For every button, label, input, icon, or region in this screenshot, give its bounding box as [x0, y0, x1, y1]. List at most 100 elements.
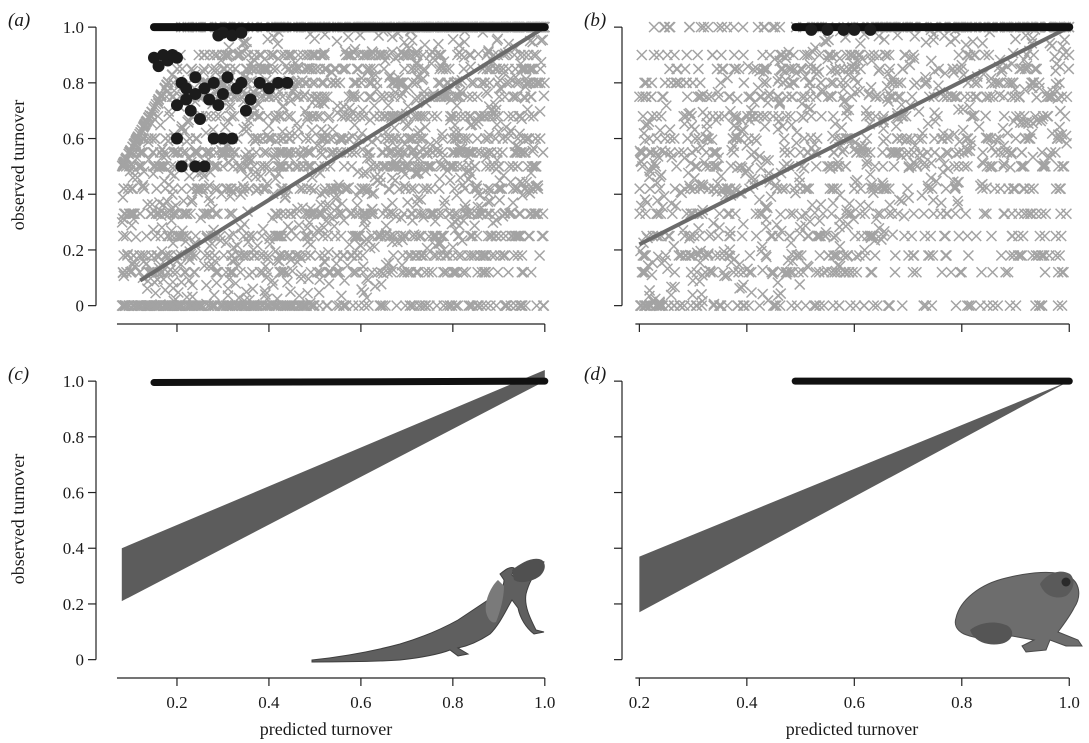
null-marker — [949, 33, 961, 45]
null-marker — [1050, 183, 1062, 195]
null-marker — [143, 153, 155, 165]
null-marker — [981, 300, 993, 312]
null-marker — [713, 300, 725, 312]
null-marker — [482, 183, 494, 195]
null-marker — [298, 91, 310, 103]
null-marker — [141, 283, 153, 295]
null-marker — [496, 183, 508, 195]
null-marker — [431, 300, 443, 312]
null-marker — [826, 183, 838, 195]
null-marker — [455, 249, 467, 262]
null-marker — [176, 208, 188, 220]
null-marker — [1052, 129, 1064, 141]
null-marker — [465, 249, 478, 262]
null-marker — [784, 208, 796, 220]
null-marker — [238, 123, 250, 135]
null-marker — [917, 127, 929, 139]
null-marker — [336, 110, 348, 122]
null-marker — [877, 230, 889, 242]
null-marker — [135, 300, 147, 312]
null-marker — [945, 91, 957, 103]
null-marker — [301, 300, 313, 312]
null-marker — [490, 230, 503, 242]
null-marker — [482, 46, 494, 58]
null-marker — [727, 133, 739, 145]
null-marker — [466, 91, 478, 103]
null-marker — [383, 183, 395, 195]
null-marker — [701, 133, 713, 145]
null-marker — [513, 230, 525, 242]
null-marker — [164, 110, 176, 122]
null-marker — [825, 77, 837, 89]
null-marker — [302, 145, 314, 157]
null-marker — [277, 100, 289, 112]
null-marker — [522, 49, 534, 61]
null-marker — [486, 230, 498, 242]
null-marker — [306, 124, 318, 136]
null-marker — [700, 146, 712, 158]
null-marker — [471, 230, 483, 242]
null-marker — [773, 230, 785, 242]
null-marker — [863, 89, 875, 101]
null-marker — [902, 249, 915, 262]
null-marker — [788, 77, 800, 89]
null-marker — [297, 183, 309, 195]
null-marker — [494, 194, 506, 206]
null-marker — [791, 126, 803, 138]
null-marker — [190, 300, 202, 312]
null-marker — [304, 249, 316, 262]
null-marker — [849, 72, 861, 84]
null-marker — [953, 49, 965, 61]
null-marker — [827, 197, 839, 209]
null-marker — [268, 300, 280, 312]
null-marker — [515, 230, 527, 242]
null-marker — [684, 107, 696, 119]
null-marker — [685, 266, 697, 278]
null-marker — [854, 37, 866, 50]
null-marker — [160, 91, 173, 103]
null-marker — [787, 49, 800, 61]
null-marker — [518, 91, 530, 103]
null-marker — [724, 91, 736, 103]
null-marker — [1035, 249, 1048, 262]
null-marker — [259, 285, 271, 297]
null-marker — [704, 160, 716, 172]
null-marker — [918, 208, 930, 220]
null-marker — [997, 122, 1009, 134]
null-marker — [264, 165, 276, 177]
null-marker — [679, 63, 691, 75]
null-marker — [436, 208, 448, 220]
null-marker — [1021, 63, 1033, 75]
null-marker — [645, 300, 657, 312]
null-marker — [693, 133, 705, 145]
null-marker — [947, 63, 959, 75]
null-marker — [198, 170, 210, 182]
y-tick-label-a: 0.8 — [63, 74, 84, 93]
null-marker — [1059, 110, 1071, 122]
null-marker — [1054, 249, 1066, 262]
x-tick-label-c: 0.4 — [258, 693, 280, 712]
null-marker — [438, 56, 450, 68]
null-marker — [460, 266, 472, 278]
null-marker — [534, 77, 546, 89]
null-marker — [529, 208, 541, 220]
null-marker — [865, 81, 877, 93]
null-marker — [243, 269, 255, 281]
null-marker — [390, 133, 402, 145]
prediction-band-c — [121, 370, 545, 602]
null-marker — [300, 133, 312, 145]
null-marker — [363, 146, 375, 158]
null-marker — [472, 48, 484, 60]
null-marker — [838, 64, 850, 76]
null-marker — [858, 300, 870, 312]
null-marker — [123, 148, 135, 160]
null-marker — [201, 208, 213, 220]
null-marker — [737, 21, 749, 33]
null-marker — [120, 230, 132, 242]
null-marker — [815, 110, 827, 122]
null-marker — [451, 189, 463, 201]
null-marker — [516, 113, 528, 125]
null-marker — [316, 96, 329, 108]
null-marker — [651, 177, 663, 189]
null-marker — [531, 300, 543, 312]
